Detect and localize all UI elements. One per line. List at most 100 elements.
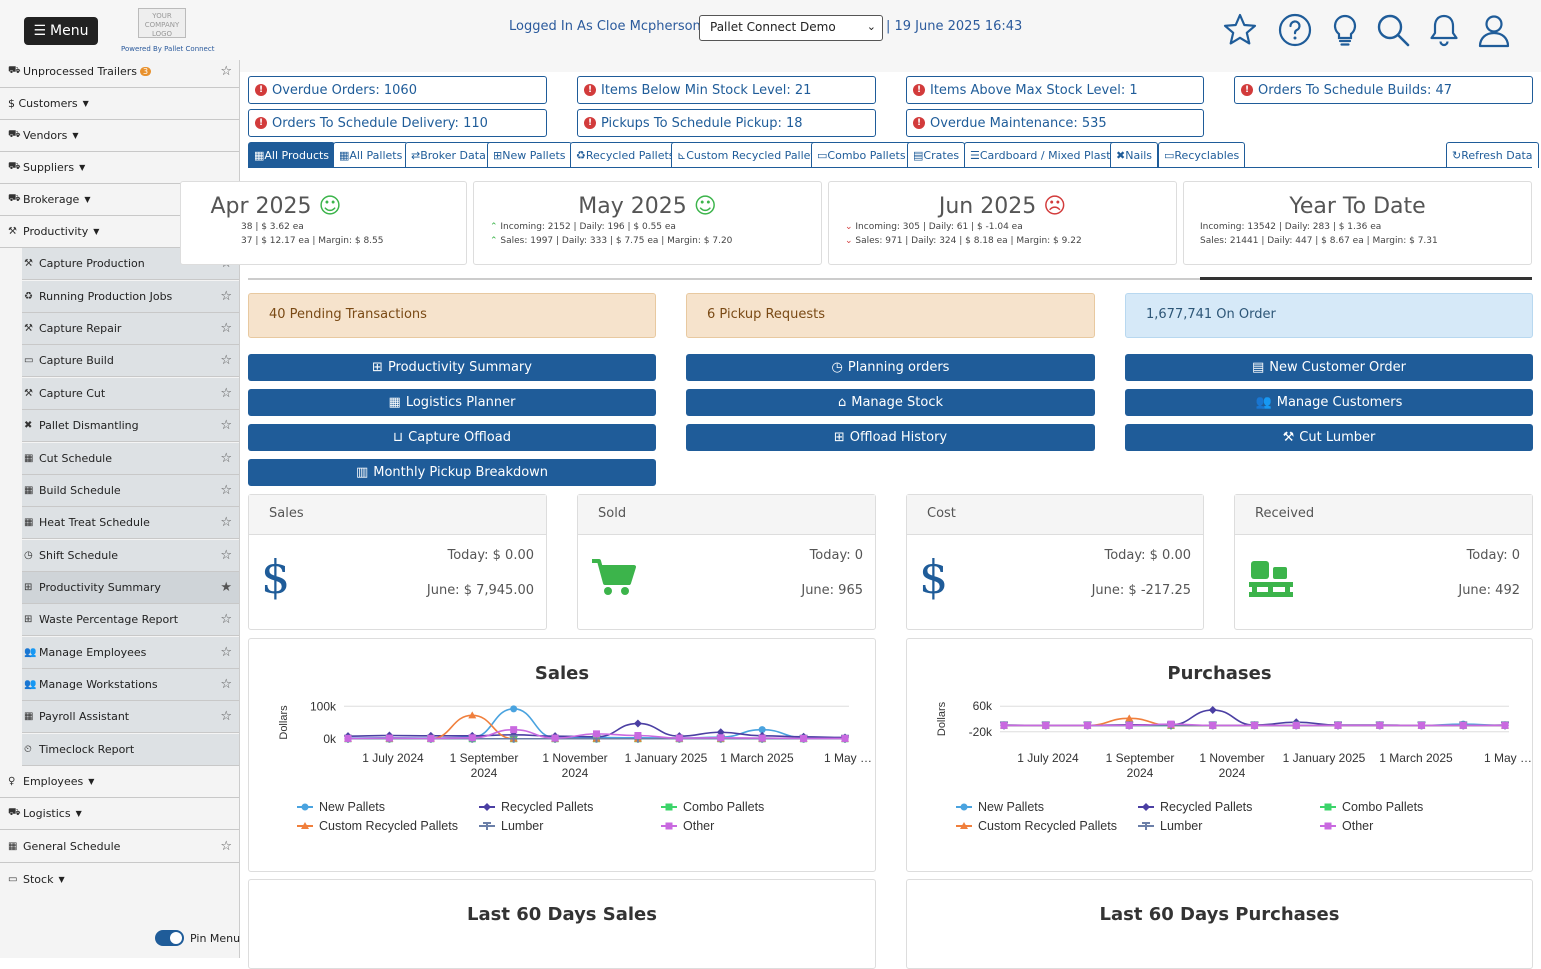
star-outline-icon[interactable]: ☆	[220, 451, 232, 466]
sidebar-item-brokerage[interactable]: ⛟ Brokerage ▼	[0, 184, 239, 216]
tab-recycled-pallets[interactable]: ♻ Recycled Pallets	[570, 142, 681, 168]
pickup-requests[interactable]: 6 Pickup Requests	[686, 293, 1095, 338]
tab-custom-recycled-pallets[interactable]: ⊾ Custom Recycled Pallets	[671, 142, 827, 168]
cart-icon	[590, 553, 638, 601]
company-select[interactable]: Pallet Connect Demo ⌄	[699, 15, 883, 41]
tab-combo-pallets[interactable]: ▭ Combo Pallets	[811, 142, 912, 168]
sidebar-item-cut-schedule[interactable]: ▦ Cut Schedule ☆	[22, 443, 239, 475]
star-outline-icon[interactable]: ☆	[220, 677, 232, 692]
alert-overdue-orders[interactable]: ! Overdue Orders: 1060	[248, 76, 547, 104]
logistics-planner-button[interactable]: ▦ Logistics Planner	[248, 389, 656, 416]
month-card-ytd: Year To Date Incoming: 13542 | Daily: 28…	[1183, 181, 1532, 265]
star-outline-icon[interactable]: ☆	[220, 353, 232, 368]
sidebar-item-payroll-assistant[interactable]: ▦ Payroll Assistant ☆	[22, 701, 239, 733]
alert-orders-to-schedule-delivery[interactable]: ! Orders To Schedule Delivery: 110	[248, 109, 547, 137]
dollar-icon: $	[919, 550, 949, 604]
star-outline-icon[interactable]: ☆	[220, 839, 232, 854]
alert-overdue-maintenance[interactable]: ! Overdue Maintenance: 535	[906, 109, 1204, 137]
star-filled-icon[interactable]: ★	[220, 580, 232, 595]
tab-recyclables[interactable]: ▭ Recyclables	[1158, 142, 1246, 168]
on-order[interactable]: 1,677,741 On Order	[1125, 293, 1533, 338]
tab-cardboard-mixed-plastic[interactable]: ☰ Cardboard / Mixed Plastic	[964, 142, 1126, 168]
search-icon[interactable]	[1375, 12, 1411, 48]
sidebar-item-vendors[interactable]: ⛟ Vendors ▼	[0, 120, 239, 152]
alert-orders-to-schedule-builds[interactable]: ! Orders To Schedule Builds: 47	[1234, 76, 1533, 104]
sidebar-item-customers[interactable]: $ Customers ▼	[0, 88, 239, 120]
planning-orders-button[interactable]: ◷ Planning orders	[686, 354, 1095, 381]
sidebar-item-capture-cut[interactable]: ⚒ Capture Cut ☆	[22, 378, 239, 410]
sidebar-item-timeclock-report[interactable]: ⏲ Timeclock Report	[22, 734, 239, 766]
table-icon: ⊞	[493, 149, 503, 162]
sidebar-item-running-production-jobs[interactable]: ♻ Running Production Jobs ☆	[22, 281, 239, 313]
smile-icon: ☺	[318, 194, 342, 219]
bell-icon[interactable]	[1426, 12, 1462, 48]
sidebar-item-waste-percentage-report[interactable]: ⊞ Waste Percentage Report ☆	[22, 604, 239, 636]
sidebar-item-productivity-summary[interactable]: ⊞ Productivity Summary ★	[22, 572, 239, 604]
document-icon: ▤	[1251, 360, 1265, 375]
sidebar-item-capture-repair[interactable]: ⚒ Capture Repair ☆	[22, 313, 239, 345]
productivity-summary-button[interactable]: ⊞ Productivity Summary	[248, 354, 656, 381]
manage-stock-button[interactable]: ⌂ Manage Stock	[686, 389, 1095, 416]
x-tick-label: 1 July 2024	[1017, 751, 1079, 765]
stat-card-sales: Sales $ Today: $ 0.00 June: $ 7,945.00	[248, 494, 547, 630]
x-tick-label: 1 March 2025	[1379, 751, 1453, 765]
pin-menu-toggle[interactable]	[155, 930, 184, 946]
sidebar-item-capture-build[interactable]: ▭ Capture Build ☆	[22, 345, 239, 377]
tab-all-products[interactable]: ▦ All Products	[248, 142, 336, 168]
star-outline-icon[interactable]: ☆	[220, 64, 232, 79]
sidebar-item-logistics[interactable]: ⛟ Logistics ▼	[0, 798, 239, 830]
offload-history-button[interactable]: ⊞ Offload History	[686, 424, 1095, 451]
sidebar-item-unprocessed-trailers[interactable]: ⛟ Unprocessed Trailers 3 ☆	[0, 60, 239, 88]
lightbulb-icon[interactable]	[1327, 12, 1363, 48]
monthly-pickup-breakdown-button[interactable]: ▥ Monthly Pickup Breakdown	[248, 459, 656, 486]
star-outline-icon[interactable]: ☆	[220, 612, 232, 627]
sidebar-item-suppliers[interactable]: ⛟ Suppliers ▼	[0, 152, 239, 184]
menu-button[interactable]: ☰ Menu	[24, 17, 98, 45]
sidebar-item-shift-schedule[interactable]: ◷ Shift Schedule ☆	[22, 540, 239, 572]
pending-transactions[interactable]: 40 Pending Transactions	[248, 293, 656, 338]
sidebar-item-manage-workstations[interactable]: 👥 Manage Workstations ☆	[22, 669, 239, 701]
tab-new-pallets[interactable]: ⊞ New Pallets	[487, 142, 572, 168]
stat-card-received: Received Today: 0 June: 492	[1234, 494, 1533, 630]
sidebar-item-manage-employees[interactable]: 👥 Manage Employees ☆	[22, 637, 239, 669]
refresh-data-button[interactable]: ↻ Refresh Data	[1446, 142, 1539, 168]
star-outline-icon[interactable]: ☆	[220, 289, 232, 304]
x-tick-label: 1 September	[450, 751, 519, 765]
tab-nails[interactable]: ✖ Nails	[1110, 142, 1159, 168]
star-outline-icon[interactable]: ☆	[220, 515, 232, 530]
sidebar-item-employees[interactable]: ♀ Employees ▼	[0, 766, 239, 798]
alert-items-above-max[interactable]: ! Items Above Max Stock Level: 1	[906, 76, 1204, 104]
star-outline-icon[interactable]: ☆	[220, 418, 232, 433]
star-outline-icon[interactable]: ☆	[220, 483, 232, 498]
star-outline-icon[interactable]: ☆	[220, 386, 232, 401]
sidebar-item-pallet-dismantling[interactable]: ✖ Pallet Dismantling ☆	[22, 410, 239, 442]
legend-label: Other	[683, 819, 714, 833]
tab-broker-data[interactable]: ⇄ Broker Data	[405, 142, 492, 168]
alert-pickups-to-schedule[interactable]: ! Pickups To Schedule Pickup: 18	[577, 109, 876, 137]
cut-lumber-button[interactable]: ⚒ Cut Lumber	[1125, 424, 1533, 451]
capture-offload-button[interactable]: ⊔ Capture Offload	[248, 424, 656, 451]
sidebar-item-build-schedule[interactable]: ▦ Build Schedule ☆	[22, 475, 239, 507]
new-customer-order-button[interactable]: ▤ New Customer Order	[1125, 354, 1533, 381]
caret-down-icon: ▼	[79, 163, 86, 172]
caret-down-icon: ▼	[88, 777, 95, 786]
star-outline-icon[interactable]: ☆	[220, 645, 232, 660]
sidebar-item-heat-treat-schedule[interactable]: ▦ Heat Treat Schedule ☆	[22, 507, 239, 539]
tab-all-pallets[interactable]: ▦ All Pallets	[333, 142, 409, 168]
manage-customers-button[interactable]: 👥 Manage Customers	[1125, 389, 1533, 416]
scrollbar-thumb[interactable]	[1200, 277, 1532, 280]
sidebar-item-productivity[interactable]: ⚒ Productivity ▼	[0, 216, 239, 248]
favorites-star-icon[interactable]	[1222, 12, 1258, 48]
tab-crates[interactable]: ▤ Crates	[907, 142, 966, 168]
sidebar-item-general-schedule[interactable]: ▦ General Schedule ☆	[0, 831, 239, 863]
horizontal-scrollbar[interactable]	[248, 278, 1532, 280]
alert-items-below-min[interactable]: ! Items Below Min Stock Level: 21	[577, 76, 876, 104]
star-outline-icon[interactable]: ☆	[220, 709, 232, 724]
help-icon[interactable]	[1277, 12, 1313, 48]
user-icon[interactable]	[1476, 12, 1512, 48]
legend-label: Custom Recycled Pallets	[319, 819, 458, 833]
star-outline-icon[interactable]: ☆	[220, 321, 232, 336]
sidebar-item-stock[interactable]: ▭ Stock ▼	[8, 872, 65, 886]
pin-menu[interactable]: Pin Menu	[155, 930, 240, 946]
star-outline-icon[interactable]: ☆	[220, 548, 232, 563]
